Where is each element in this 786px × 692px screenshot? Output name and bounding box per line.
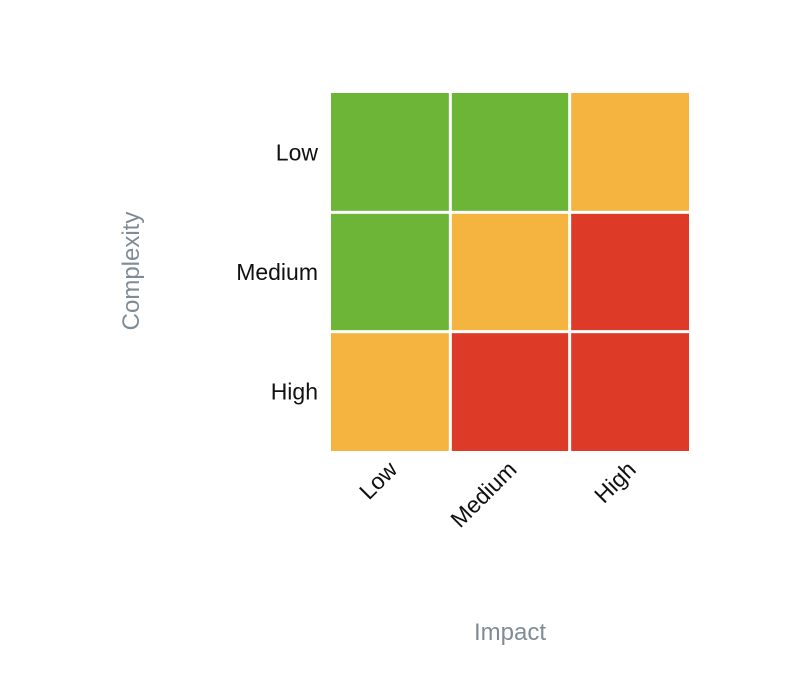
heatmap-cell-low-medium <box>451 93 569 211</box>
x-axis-ticks: Low Medium High <box>354 456 641 533</box>
y-tick-label: Medium <box>236 259 318 285</box>
y-tick-label: High <box>271 378 318 404</box>
heatmap-cell-high-medium <box>451 333 569 451</box>
y-axis-ticks: Low Medium High <box>236 140 318 405</box>
heatmap-cell-medium-low <box>331 213 449 331</box>
heatmap-cell-medium-high <box>571 213 689 331</box>
x-axis-title: Impact <box>474 619 546 646</box>
y-tick-label: Low <box>276 140 319 166</box>
x-tick-label: Low <box>354 456 402 504</box>
heatmap-cell-medium-medium <box>451 213 569 331</box>
heatmap-cell-low-high <box>571 93 689 211</box>
x-tick-label: Medium <box>445 456 521 532</box>
heatmap-cells <box>331 93 689 451</box>
y-axis-title: Complexity <box>118 212 145 331</box>
x-tick-label: High <box>589 456 641 508</box>
heatmap-cell-high-low <box>331 333 449 451</box>
heatmap-cell-low-low <box>331 93 449 211</box>
heatmap-cell-high-high <box>571 333 689 451</box>
